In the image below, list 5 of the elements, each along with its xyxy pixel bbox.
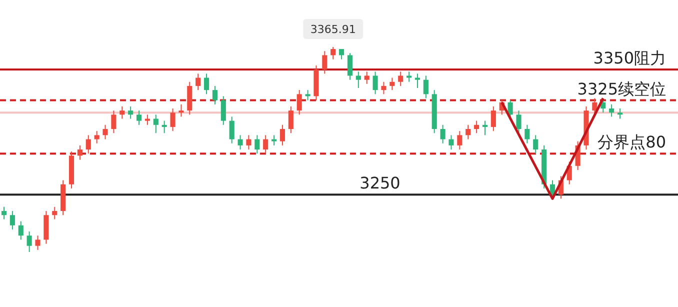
- annotation: 3350阻力: [593, 48, 666, 68]
- text: 3365.91: [310, 23, 356, 36]
- annotation: 3250: [360, 174, 400, 193]
- annotation: 3325续空位: [577, 79, 666, 98]
- annotation: 分界点80: [598, 132, 666, 152]
